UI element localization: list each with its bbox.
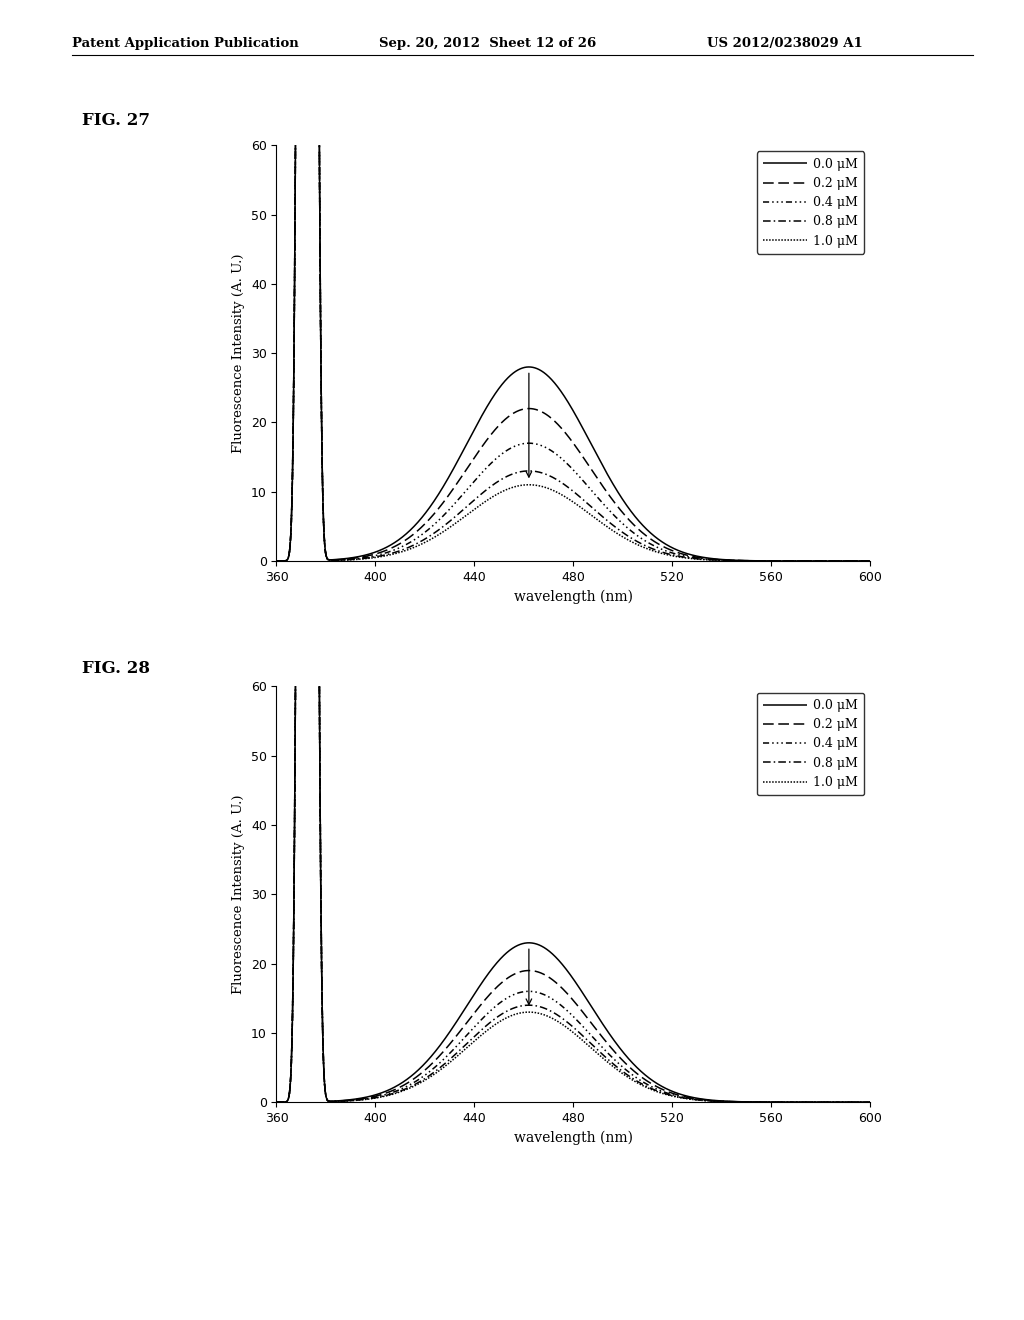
Legend: 0.0 μM, 0.2 μM, 0.4 μM, 0.8 μM, 1.0 μM: 0.0 μM, 0.2 μM, 0.4 μM, 0.8 μM, 1.0 μM	[757, 693, 864, 795]
X-axis label: wavelength (nm): wavelength (nm)	[514, 589, 633, 603]
Text: US 2012/0238029 A1: US 2012/0238029 A1	[707, 37, 862, 50]
Text: FIG. 27: FIG. 27	[82, 112, 150, 129]
Y-axis label: Fluorescence Intensity (A. U.): Fluorescence Intensity (A. U.)	[232, 253, 245, 453]
X-axis label: wavelength (nm): wavelength (nm)	[514, 1130, 633, 1144]
Text: Sep. 20, 2012  Sheet 12 of 26: Sep. 20, 2012 Sheet 12 of 26	[379, 37, 596, 50]
Text: Patent Application Publication: Patent Application Publication	[72, 37, 298, 50]
Legend: 0.0 μM, 0.2 μM, 0.4 μM, 0.8 μM, 1.0 μM: 0.0 μM, 0.2 μM, 0.4 μM, 0.8 μM, 1.0 μM	[757, 152, 864, 253]
Y-axis label: Fluorescence Intensity (A. U.): Fluorescence Intensity (A. U.)	[232, 795, 245, 994]
Text: FIG. 28: FIG. 28	[82, 660, 150, 677]
